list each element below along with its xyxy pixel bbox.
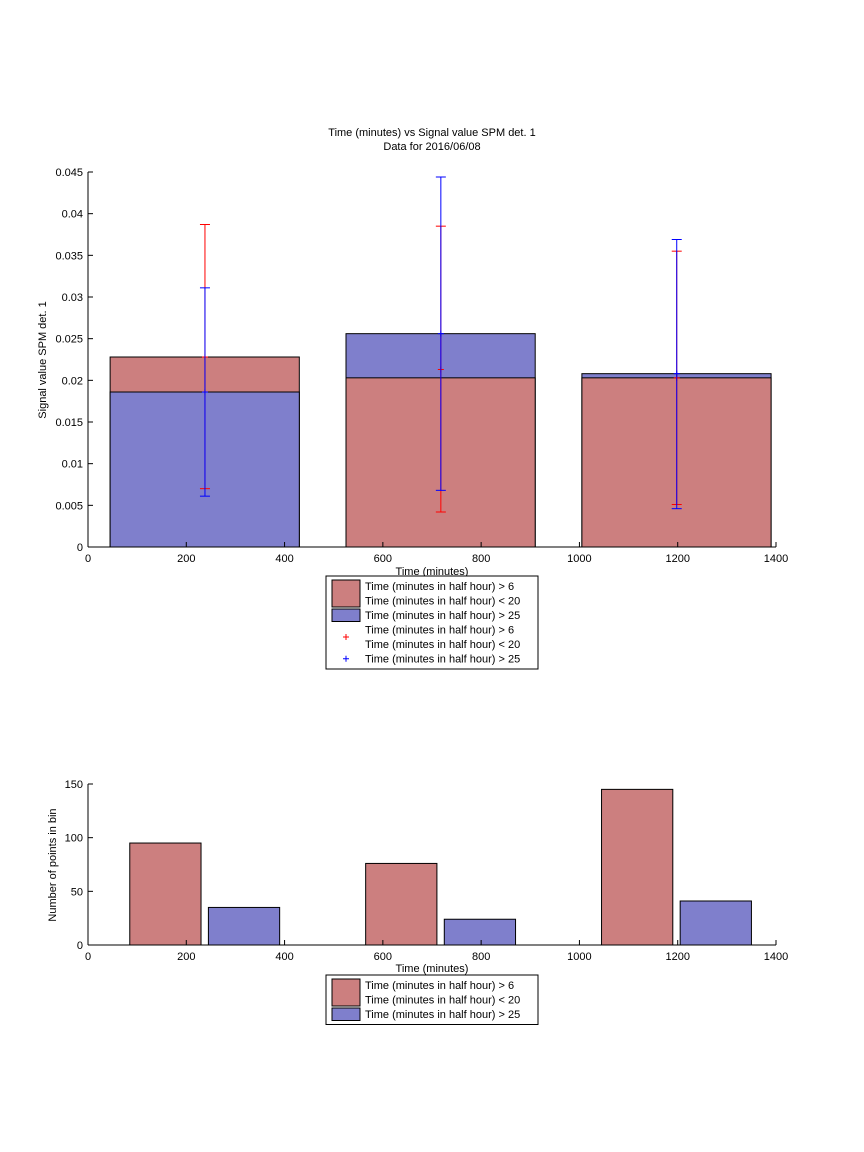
signal-legend-label: Time (minutes in half hour) < 20 <box>365 639 520 651</box>
count-x-tick-label: 200 <box>177 951 195 963</box>
count-x-tick-label: 600 <box>374 951 392 963</box>
signal-y-tick-label: 0.045 <box>55 167 83 179</box>
count-bar <box>443 918 517 946</box>
signal-y-tick-label: 0.01 <box>62 459 83 471</box>
signal-x-tick-label: 800 <box>472 553 490 565</box>
count-legend: Time (minutes in half hour) > 6 Time (min… <box>325 974 539 1025</box>
count-y-tick-label: 100 <box>65 833 83 845</box>
signal-error-bars <box>199 176 682 513</box>
count-legend-label: Time (minutes in half hour) < 20 <box>365 995 520 1007</box>
signal-error-marker <box>201 389 208 395</box>
signal-x-tick-label: 0 <box>85 553 91 565</box>
count-legend-box <box>325 974 539 1025</box>
count-x-axis-label: Time (minutes) <box>396 963 469 975</box>
signal-y-tick-label: 0.02 <box>62 375 83 387</box>
signal-chart: Time (minutes) vs Signal value SPM det. … <box>37 127 788 670</box>
signal-axes: 0 200 400 600 800 1000 1200 1400 0 0.005 0.01 0.015… <box>55 167 788 565</box>
signal-y-axis-label: Signal value SPM det. 1 <box>37 301 49 418</box>
signal-x-tick-label: 400 <box>275 553 293 565</box>
count-chart: 0 200 400 600 800 1000 1200 1400 0 50 100 150 Time … <box>47 779 788 1025</box>
signal-x-tick-label: 600 <box>374 553 392 565</box>
signal-x-axis-label: Time (minutes) <box>396 566 469 578</box>
signal-error-marker <box>437 330 444 337</box>
count-axes: 0 200 400 600 800 1000 1200 1400 0 50 100 150 <box>65 779 789 963</box>
count-legend-label: Time (minutes in half hour) > 25 <box>365 1009 520 1021</box>
signal-y-tick-label: 0.04 <box>62 209 83 221</box>
count-bar <box>365 862 438 946</box>
signal-y-tick-label: 0 <box>77 542 83 554</box>
count-bar <box>207 906 281 946</box>
signal-legend-label: Time (minutes in half hour) > 6 <box>365 625 514 637</box>
count-y-tick-label: 0 <box>77 940 83 952</box>
signal-legend-label: Time (minutes in half hour) > 6 <box>365 581 514 593</box>
signal-x-tick-label: 1400 <box>764 553 788 565</box>
signal-y-tick-label: 0.035 <box>55 250 83 262</box>
count-y-tick-label: 150 <box>65 779 83 791</box>
signal-x-tick-label: 200 <box>177 553 195 565</box>
count-y-axis-label: Number of points in bin <box>47 808 59 921</box>
signal-y-tick-label: 0.03 <box>62 292 83 304</box>
count-legend-swatch <box>331 1007 361 1021</box>
count-bar <box>679 900 752 946</box>
signal-legend-swatch <box>331 608 361 622</box>
signal-y-tick-label: 0.005 <box>55 500 83 512</box>
count-legend-label: Time (minutes in half hour) > 6 <box>365 980 514 992</box>
signal-legend-swatch <box>331 579 361 608</box>
count-legend-swatch <box>331 978 361 1007</box>
count-x-tick-label: 1200 <box>665 951 689 963</box>
count-x-tick-label: 800 <box>472 951 490 963</box>
count-x-tick-label: 1000 <box>567 951 591 963</box>
count-bar <box>601 788 674 946</box>
count-bar <box>129 842 202 946</box>
signal-x-tick-label: 1000 <box>567 553 591 565</box>
signal-legend-marker <box>343 634 349 640</box>
count-bars <box>129 788 752 946</box>
signal-y-tick-label: 0.025 <box>55 334 83 346</box>
count-x-tick-label: 0 <box>85 951 91 963</box>
signal-legend-box <box>325 575 539 670</box>
signal-y-tick-label: 0.015 <box>55 417 83 429</box>
count-x-tick-label: 400 <box>275 951 293 963</box>
signal-legend-label: Time (minutes in half hour) < 20 <box>365 596 520 608</box>
signal-error-marker <box>673 370 680 377</box>
signal-legend-label: Time (minutes in half hour) > 25 <box>365 610 520 622</box>
chart-title: Time (minutes) vs Signal value SPM det. … <box>328 127 535 139</box>
signal-legend-marker <box>343 655 349 662</box>
signal-legend: Time (minutes in half hour) > 6 Time (min… <box>325 575 539 670</box>
signal-legend-label: Time (minutes in half hour) > 25 <box>365 654 520 666</box>
count-x-tick-label: 1400 <box>764 951 788 963</box>
chart-subtitle: Data for 2016/06/08 <box>383 141 480 153</box>
count-y-tick-label: 50 <box>71 886 83 898</box>
signal-x-tick-label: 1200 <box>665 553 689 565</box>
